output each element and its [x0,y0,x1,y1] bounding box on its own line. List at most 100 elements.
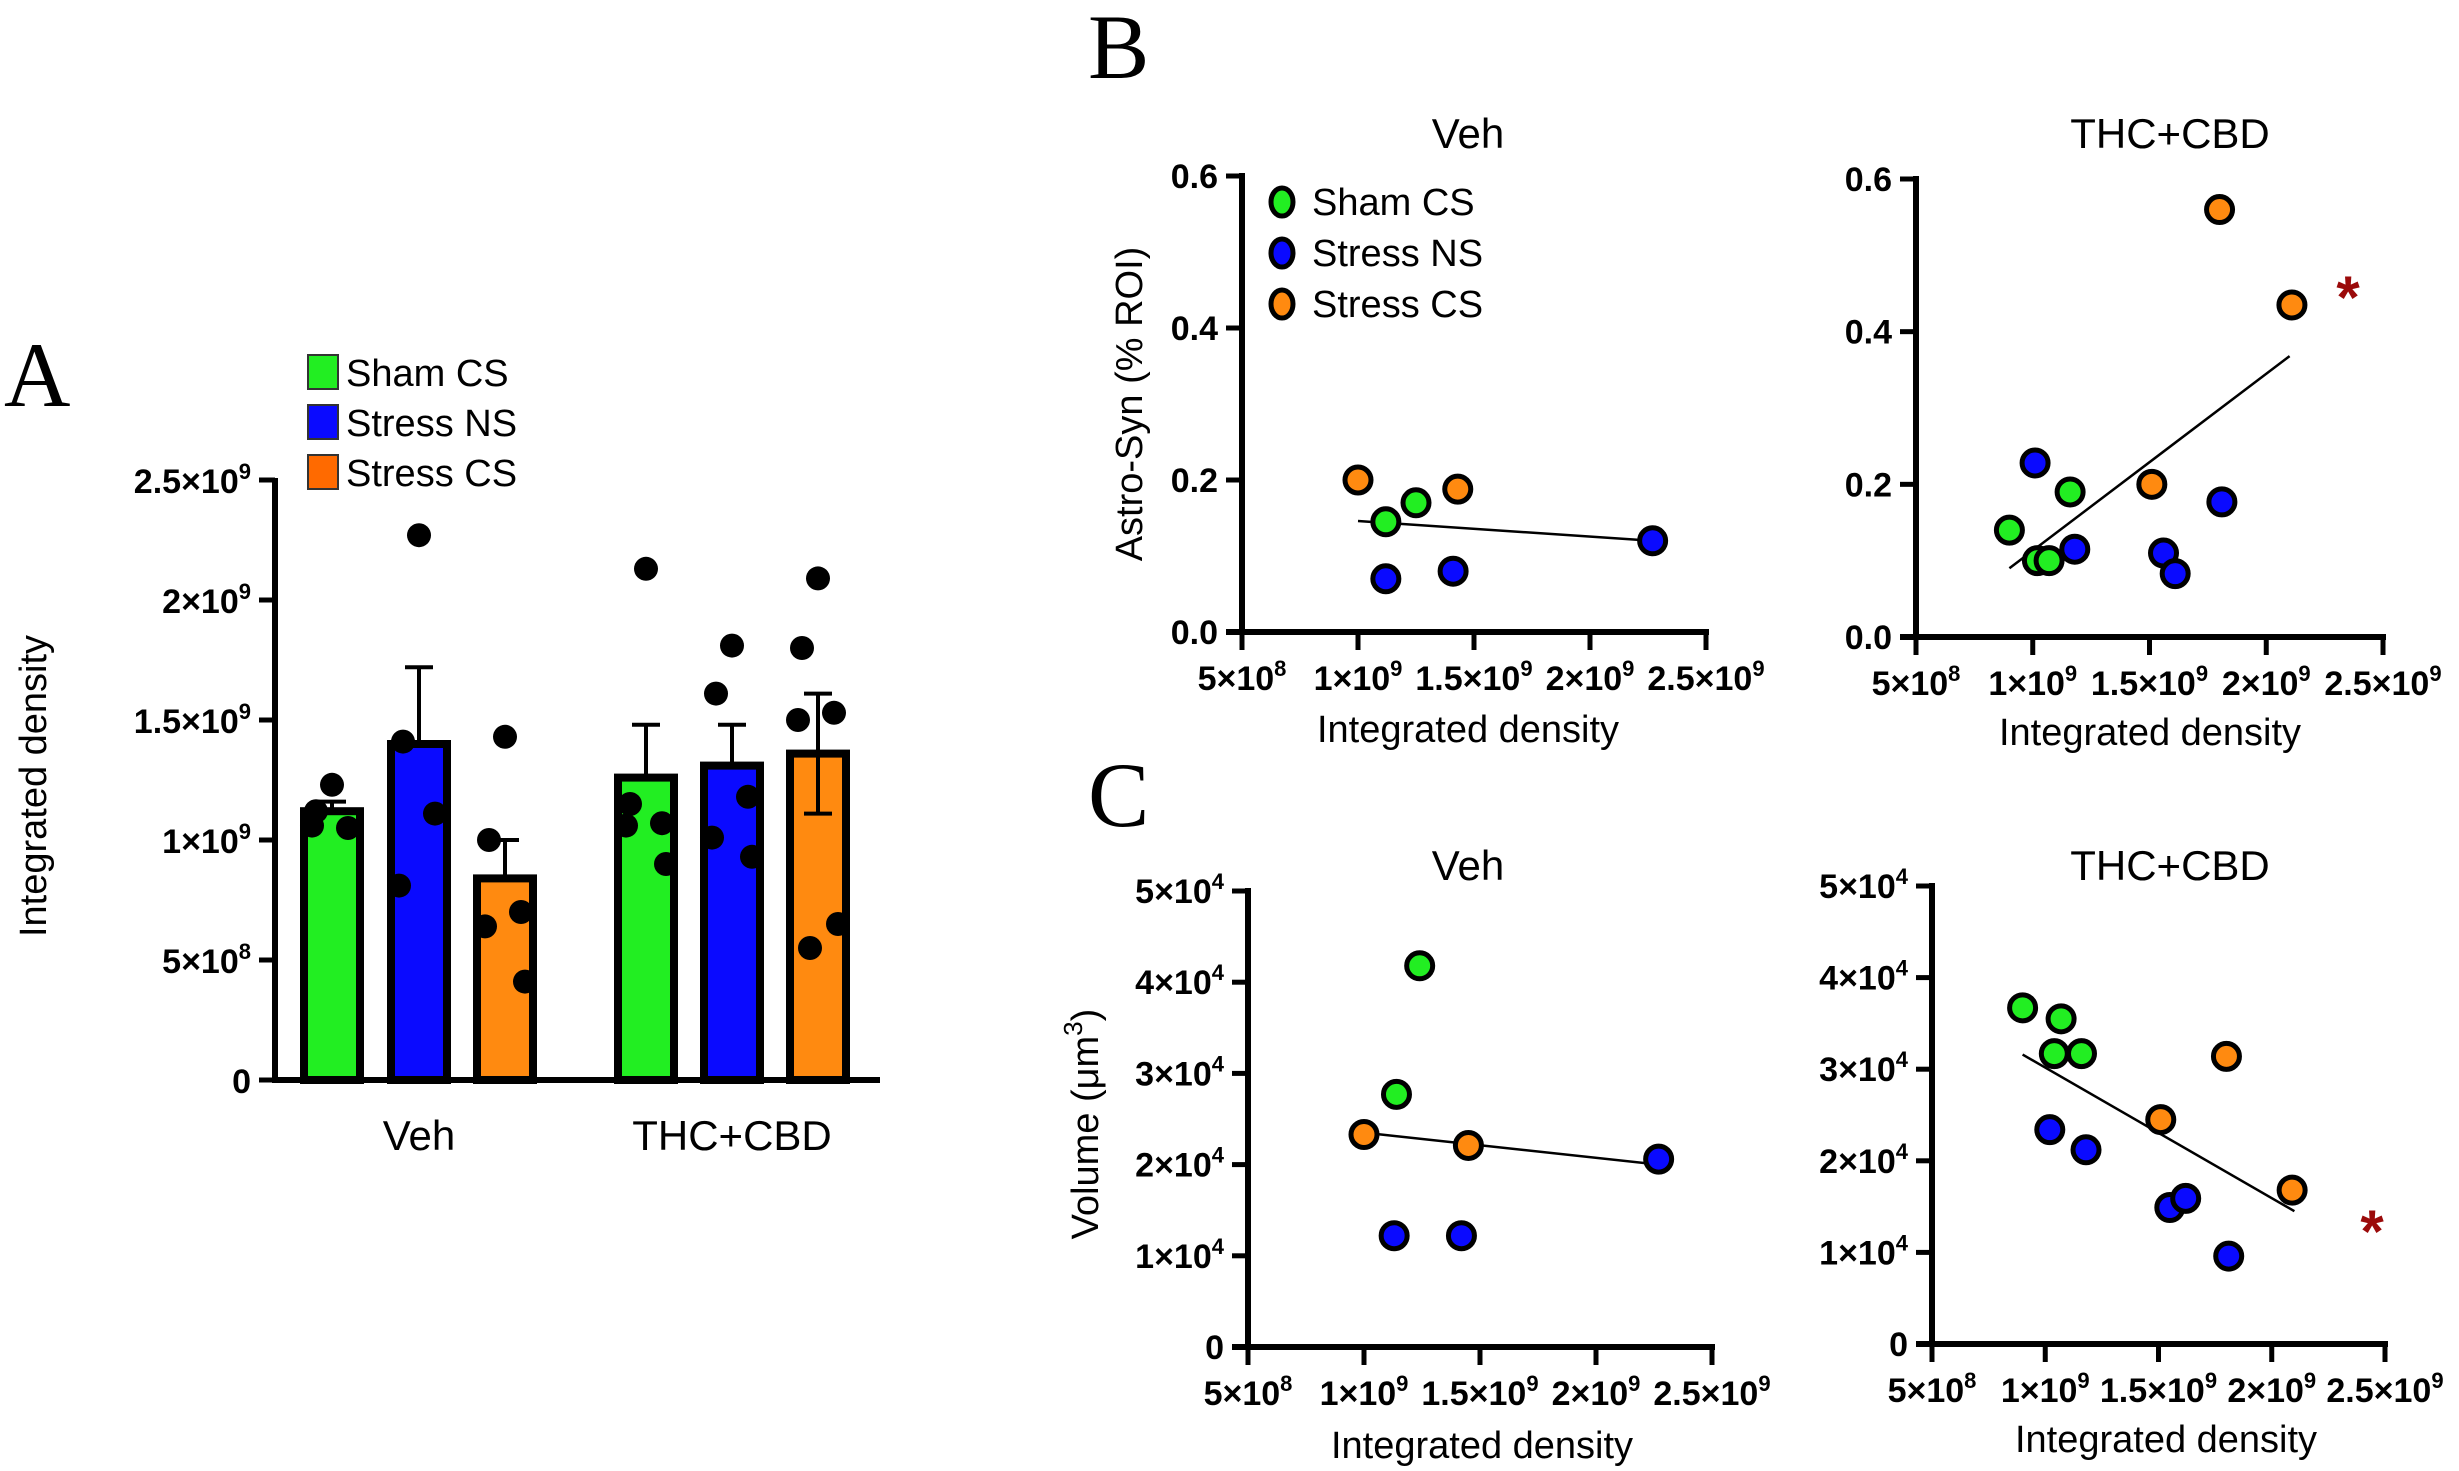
x-tick-label-base: 1.5×10 [1415,660,1520,698]
legend-label: Sham CS [346,353,509,395]
scatter-point-stress-ns [1437,555,1469,587]
x-tick-label: 5×108 [1204,1371,1293,1413]
x-axis-title: Integrated density [2015,1419,2317,1461]
scatter-point-stress-cs [1348,1119,1380,1151]
x-tick-label: 2.5×109 [1647,656,1764,698]
data-point [509,900,533,924]
x-tick-label: 5×108 [1888,1368,1977,1410]
x-tick-label-exponent: 9 [2205,1368,2217,1393]
x-tick-label: 1.5×109 [2091,661,2208,703]
y-axis-title: Integrated density [13,635,55,937]
y-tick-label-exponent: 4 [1896,956,1909,981]
y-tick-label: 3×104 [1135,1051,1225,1093]
regression-line [1363,1131,1659,1166]
scatter-point-stress-ns [1643,1143,1675,1175]
bar-stress-ns-thc-cbd [700,761,764,1084]
y-tick-label-base: 0 [1889,1326,1908,1364]
y-tick-label-base: 5×10 [1135,873,1212,911]
data-point [786,708,810,732]
y-tick-label: 0.6 [1171,158,1218,196]
x-tick-label: 2×109 [2222,661,2311,703]
y-tick-label-base: 0 [232,1063,251,1101]
x-tick-label-base: 1×10 [1320,1375,1397,1413]
x-tick-label: 5×108 [1872,661,1961,703]
x-tick-label-exponent: 9 [2196,661,2208,686]
legend-swatch-stress-ns [307,404,339,440]
x-tick-label-base: 5×10 [1872,665,1949,703]
x-tick-label-exponent: 9 [1628,1371,1640,1396]
y-tick-label-base: 0.2 [1845,466,1892,504]
x-axis-title: Integrated density [1331,1425,1633,1467]
scatter-point-sham-cs [1400,487,1432,519]
y-axis-title-superscript: 3 [1058,1021,1088,1035]
y-tick-label: 1×104 [1819,1230,1909,1272]
scatter-point-sham-cs [2038,1038,2070,1070]
x-tick-label-exponent: 8 [1964,1368,1976,1393]
y-tick-label-base: 3×10 [1135,1055,1212,1093]
scatter-point-stress-ns [2170,1182,2202,1214]
y-tick-label-base: 5×10 [1819,868,1896,906]
scatter-point-stress-ns [1445,1220,1477,1252]
y-tick-label-exponent: 4 [1212,1051,1225,1076]
legend-label: Stress NS [346,403,517,445]
x-tick-label: 2.5×109 [2326,1368,2443,1410]
scatter-point-stress-ns [1370,563,1402,595]
data-point [650,811,674,836]
bar-stress-ns-veh [387,740,451,1084]
y-tick-label: 0.0 [1845,619,1892,657]
scatter-point-stress-cs [1442,473,1474,505]
y-tick-label-base: 2×10 [1135,1147,1212,1185]
x-tick-label-exponent: 9 [1758,1371,1770,1396]
x-tick-label-exponent: 9 [1396,1371,1408,1396]
y-axis-title: Astro-Syn (% ROI) [1109,247,1151,562]
x-tick-label: 2×109 [1546,656,1635,698]
x-tick-label-base: 5×10 [1198,660,1275,698]
y-axis-title: Volume (μm3) [1058,1009,1107,1240]
y-tick-label-base: 4×10 [1819,960,1896,998]
x-tick-label: 1.5×109 [1421,1371,1538,1413]
y-tick-label: 0 [1889,1326,1908,1364]
legend-marker-sham-cs [1268,185,1296,219]
y-tick-label: 0.4 [1171,310,1218,348]
legend-swatch-stress-cs [307,454,339,490]
scatter-point-stress-cs [2210,1040,2242,1072]
x-tick-label: 1×109 [1320,1371,1409,1413]
x-tick-label-base: 5×10 [1204,1375,1281,1413]
data-point [391,729,415,754]
y-tick-label-base: 4×10 [1135,964,1212,1002]
y-tick-label-exponent: 4 [1896,1047,1909,1072]
data-point [720,633,744,658]
data-point [473,914,497,939]
y-tick-label: 2×104 [1135,1143,1225,1185]
data-point [423,801,447,826]
y-tick-label-exponent: 4 [1896,1230,1909,1255]
y-tick-label-base: 0.2 [1171,462,1218,500]
scatter-point-stress-cs [2145,1104,2177,1136]
scatter-point-sham-cs [2045,1003,2077,1035]
y-tick-label: 3×104 [1819,1047,1909,1089]
x-tick-label-base: 2×10 [1546,660,1623,698]
scatter-point-stress-ns [2213,1240,2245,1272]
scatter-point-stress-cs [1342,464,1374,496]
scatter-point-sham-cs [1993,514,2025,546]
legend-label: Stress CS [1312,284,1483,326]
data-point [700,825,724,850]
x-tick-label-exponent: 9 [2304,1368,2316,1393]
panel-label-a: A [4,324,70,426]
data-point [320,772,344,797]
scatter-point-sham-cs [1380,1078,1412,1110]
data-point [740,844,764,869]
x-tick-label: 2×109 [1552,1371,1641,1413]
legend-label: Stress CS [346,453,517,495]
x-tick-label-base: 1.5×10 [2091,665,2196,703]
data-point [654,852,678,876]
x-tick-label-exponent: 9 [2077,1368,2089,1393]
x-tick-label-exponent: 9 [1752,656,1764,681]
subplot-title: Veh [1432,110,1504,157]
y-tick-label: 5×104 [1135,869,1225,911]
y-tick-label-exponent: 8 [239,939,251,964]
data-point [798,936,822,960]
